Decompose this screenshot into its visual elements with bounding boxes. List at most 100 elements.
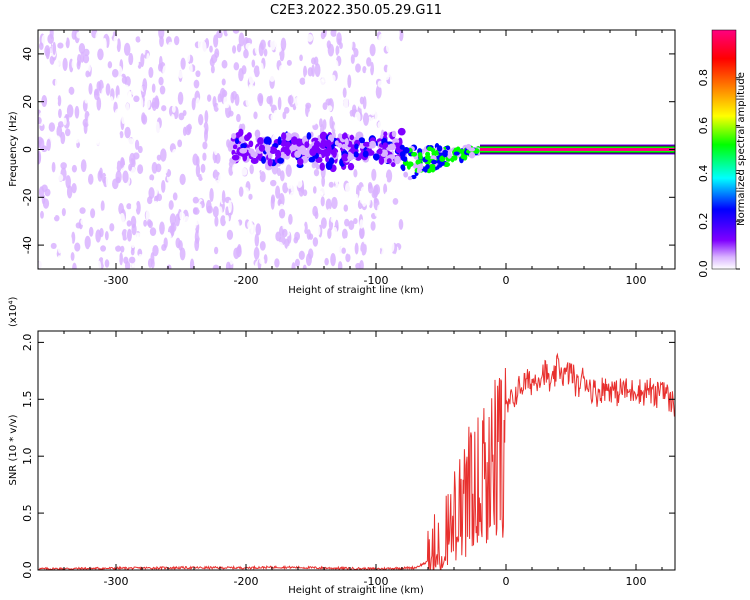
spectrogram-band-mark [250,157,259,164]
spectrogram-noise-mark [100,200,105,212]
spectrogram-noise-mark [116,140,122,155]
spectrogram-noise-mark [119,252,123,266]
spectrogram-noise-mark [77,123,84,134]
spectrogram-noise-mark [353,218,358,225]
spectrogram-noise-mark [300,59,306,66]
spectrogram-noise-mark [213,34,219,48]
spectrogram-noise-mark [371,37,378,44]
spectrogram-noise-mark [313,169,320,177]
spectrogram-noise-mark [130,87,136,95]
spectrogram-noise-mark [172,192,178,201]
spectrogram-noise-mark [274,258,280,268]
spectrogram-noise-mark [51,161,56,173]
spectrogram-noise-mark [334,170,340,183]
spectrogram-noise-mark [360,49,366,61]
spectrogram-noise-mark [275,54,281,61]
spectrogram-noise-mark [291,248,299,259]
spectrogram-noise-mark [91,110,97,118]
spectrogram-noise-mark [262,215,267,227]
spectrogram-noise-mark [134,74,141,85]
spectrogram-band-mark [386,158,392,164]
spectrogram-noise-mark [307,184,314,192]
spectrogram-band-mark [354,143,359,150]
spectrogram-noise-mark [66,104,74,118]
spectrogram-noise-mark [158,76,164,86]
spectrogram-noise-mark [104,259,110,268]
spectrogram-noise-mark [137,145,143,154]
spectrogram-signal-mark [453,155,458,161]
spectrogram-noise-mark [83,122,88,135]
spectrogram-noise-mark [43,232,49,247]
spectrogram-noise-mark [299,77,306,85]
spectrogram-noise-mark [360,241,367,256]
spectrogram-noise-mark [105,83,111,96]
spectrogram-noise-mark [151,101,156,109]
spectrogram-band-mark [309,148,317,156]
spectrogram-noise-mark [202,152,207,161]
spectrogram-noise-mark [257,92,264,104]
spectrogram-noise-mark [339,171,344,178]
spectrogram-noise-mark [286,181,293,189]
spectrogram-x-tick-label: -100 [364,274,389,287]
spectrogram-noise-mark [113,35,118,48]
spectrogram-noise-mark [325,98,332,106]
snr-panel: -300 -200 -100 0 100 0.0 0.5 1.0 1.5 2.0 Height … [8,296,676,596]
snr-x-tick-label: -100 [364,575,389,588]
spectrogram-noise-mark [86,197,93,209]
spectrogram-x-tick-label: -300 [104,274,129,287]
spectrogram-noise-mark [192,153,199,166]
spectrogram-noise-mark [130,248,135,256]
spectrogram-noise-mark [161,51,168,63]
spectrogram-noise-mark [216,30,223,39]
spectrogram-noise-mark [185,124,192,136]
spectrogram-noise-mark [263,190,267,202]
spectrogram-noise-mark [192,196,199,204]
spectrogram-noise-mark [76,60,81,70]
spectrogram-signal-mark [468,151,476,159]
spectrogram-noise-mark [107,61,113,69]
spectrogram-noise-mark [71,164,77,173]
spectrogram-noise-mark [238,195,244,205]
spectrogram-band-mark [267,158,273,167]
spectrogram-noise-mark [360,186,366,198]
spectrogram-noise-mark [61,193,69,206]
spectrogram-noise-mark [72,262,77,269]
spectrogram-noise-mark [354,111,361,123]
spectrogram-noise-mark [88,82,93,95]
spectrogram-noise-mark [221,78,226,86]
spectrogram-noise-mark [286,59,292,66]
spectrogram-noise-mark [90,48,96,62]
snr-y-tick-label: 2.0 [21,334,34,352]
spectrogram-noise-mark [379,193,383,204]
spectrogram-noise-mark [374,100,381,113]
spectrogram-noise-mark [380,237,385,250]
spectrogram-noise-mark [253,111,258,120]
spectrogram-noise-mark [195,65,202,72]
spectrogram-noise-mark [383,94,389,102]
spectrogram-noise-mark [284,251,289,264]
spectrogram-noise-mark [325,78,332,85]
spectrogram-noise-mark [100,210,107,223]
spectrogram-noise-mark [59,262,64,269]
spectrogram-noise-mark [195,163,201,178]
spectrogram-noise-mark [308,198,314,207]
spectrogram-noise-mark [135,36,141,43]
spectrogram-noise-mark [48,122,56,132]
spectrogram-signal-mark [442,150,448,158]
spectrogram-noise-mark [207,94,212,102]
spectrogram-x-ticks: -300 -200 -100 0 100 [37,30,663,287]
spectrogram-noise-mark [355,35,360,43]
spectrogram-noise-mark [158,55,163,69]
spectrogram-noise-mark [121,111,126,124]
spectrogram-noise-mark [348,203,353,213]
spectrogram-noise-mark [114,48,119,61]
spectrogram-noise-mark [364,124,370,133]
spectrogram-noise-mark [180,57,186,70]
spectrogram-noise-mark [153,36,158,43]
spectrogram-noise-mark [212,206,219,218]
spectrogram-noise-mark [99,227,104,238]
spectrogram-noise-mark [41,184,48,193]
spectrogram-noise-mark [108,144,114,154]
spectrogram-noise-mark [369,256,374,264]
spectrogram-noise-mark [158,206,165,219]
